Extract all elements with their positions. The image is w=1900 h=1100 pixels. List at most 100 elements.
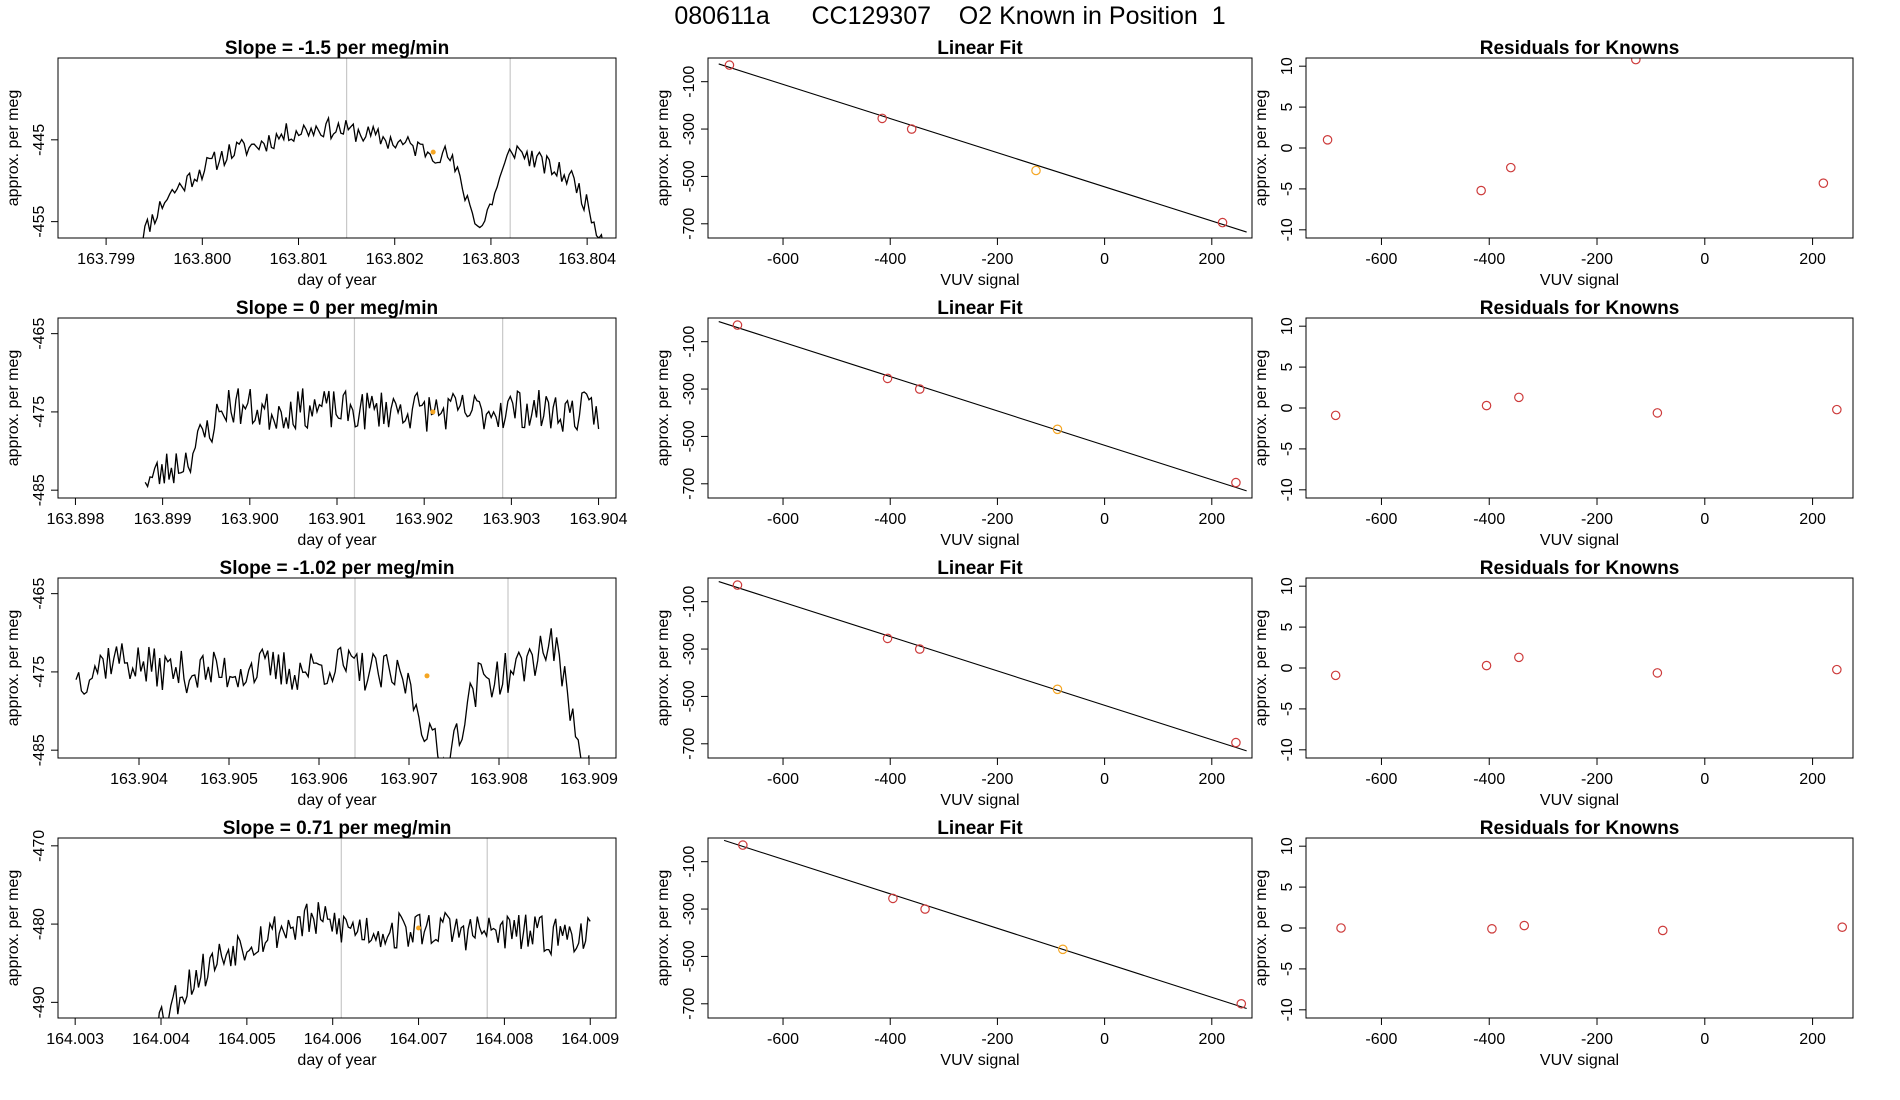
x-tick-label: 0 [1100,511,1109,528]
data-point [882,373,893,384]
highlight-point [424,673,430,679]
x-tick-label: 163.909 [560,771,618,788]
x-tick-label: -400 [1473,511,1505,528]
x-tick-label: 163.903 [482,511,540,528]
page-title: 080611a CC129307 O2 Known in Position 1 [674,2,1226,30]
plot-frame [57,317,617,499]
x-tick-label: 0 [1700,1031,1709,1048]
x-tick-label: 163.908 [470,771,528,788]
data-point-highlight [1058,944,1068,955]
panel-title: Linear Fit [937,818,1023,839]
x-tick-label: 164.006 [304,1031,362,1048]
y-tick-label: -100 [681,846,698,878]
data-point [920,904,930,914]
data-point [888,893,898,904]
x-tick-label: 200 [1198,251,1225,268]
x-tick-label: -200 [981,511,1013,528]
y-axis-label: approx. per meg [5,870,22,987]
y-tick-label: 5 [1279,363,1296,372]
x-tick-label: 163.803 [462,251,520,268]
panel-title: Linear Fit [937,298,1023,319]
y-tick-label: -700 [681,468,698,500]
x-tick-label: -400 [1473,251,1505,268]
x-tick-label: 164.003 [46,1031,104,1048]
panel-title: Residuals for Knowns [1480,558,1680,579]
x-tick-label: -400 [874,511,906,528]
y-tick-label: -5 [1279,962,1296,976]
data-point [1231,737,1241,748]
y-tick-label: -500 [681,420,698,452]
highlight-point [430,149,436,155]
data-point-highlight [1031,165,1041,176]
x-tick-label: 164.008 [475,1031,533,1048]
plot-frame [707,577,1253,759]
y-tick-label: -10 [1279,998,1296,1021]
y-tick-label: 10 [1279,577,1296,595]
panel-title: Residuals for Knowns [1480,38,1680,59]
x-axis-label: VUV signal [940,1052,1019,1069]
x-tick-label: -200 [981,771,1013,788]
y-tick-label: -700 [681,728,698,760]
data-point [1476,185,1486,196]
highlight-point [416,925,422,931]
y-tick-label: -100 [681,586,698,618]
data-point [1217,217,1228,228]
x-tick-label: 163.904 [110,771,168,788]
plot-frame [707,57,1253,239]
data-point-highlight [1052,684,1063,695]
y-axis-label: approx. per meg [5,90,22,207]
y-tick-label: -445 [31,124,48,156]
x-tick-label: -600 [1365,771,1397,788]
y-axis-label: approx. per meg [655,610,672,727]
x-tick-label: -600 [767,771,799,788]
data-point [1505,162,1516,173]
data-point [1322,135,1333,145]
y-tick-label: -5 [1279,442,1296,456]
y-tick-label: -5 [1279,182,1296,196]
data-point [1631,58,1641,65]
x-axis-label: VUV signal [1540,532,1619,549]
y-tick-label: 0 [1279,663,1296,672]
data-point [1336,923,1346,933]
plot-frame [1305,317,1854,499]
x-tick-label: 163.898 [47,511,105,528]
x-axis-label: VUV signal [1540,792,1619,809]
data-trace [158,902,591,1018]
data-point [1657,925,1668,936]
y-axis-label: approx. per meg [655,350,672,467]
x-axis-label: day of year [297,272,377,289]
panel-title: Slope = -1.02 per meg/min [220,558,455,579]
x-axis-label: day of year [297,532,377,549]
x-tick-label: -400 [1473,771,1505,788]
x-tick-label: -400 [874,1031,906,1048]
x-tick-label: -200 [1581,771,1613,788]
x-tick-label: -200 [1581,511,1613,528]
y-tick-label: 5 [1279,883,1296,892]
x-tick-label: -200 [1581,1031,1613,1048]
x-tick-label: 0 [1100,251,1109,268]
y-tick-label: -480 [31,908,48,940]
plot-frame [57,57,617,239]
y-tick-label: -10 [1279,738,1296,761]
x-tick-label: 164.007 [390,1031,448,1048]
x-axis-label: VUV signal [940,272,1019,289]
data-point [1832,404,1842,415]
x-tick-label: 200 [1799,251,1826,268]
x-tick-label: 0 [1100,771,1109,788]
panel-title: Slope = -1.5 per meg/min [225,38,449,59]
x-tick-label: 0 [1100,1031,1109,1048]
data-point [1330,670,1341,681]
x-axis-label: day of year [297,792,377,809]
data-point [738,840,748,850]
y-tick-label: -500 [681,680,698,712]
x-tick-label: 164.009 [561,1031,619,1048]
y-tick-label: 5 [1279,103,1296,112]
data-point [882,633,893,644]
data-point [1837,922,1848,932]
data-point [1231,477,1241,488]
fit-line [723,839,1247,1010]
x-tick-label: -200 [981,251,1013,268]
y-tick-label: -475 [31,656,48,688]
y-tick-label: -490 [31,986,48,1018]
y-tick-label: -300 [681,373,698,405]
